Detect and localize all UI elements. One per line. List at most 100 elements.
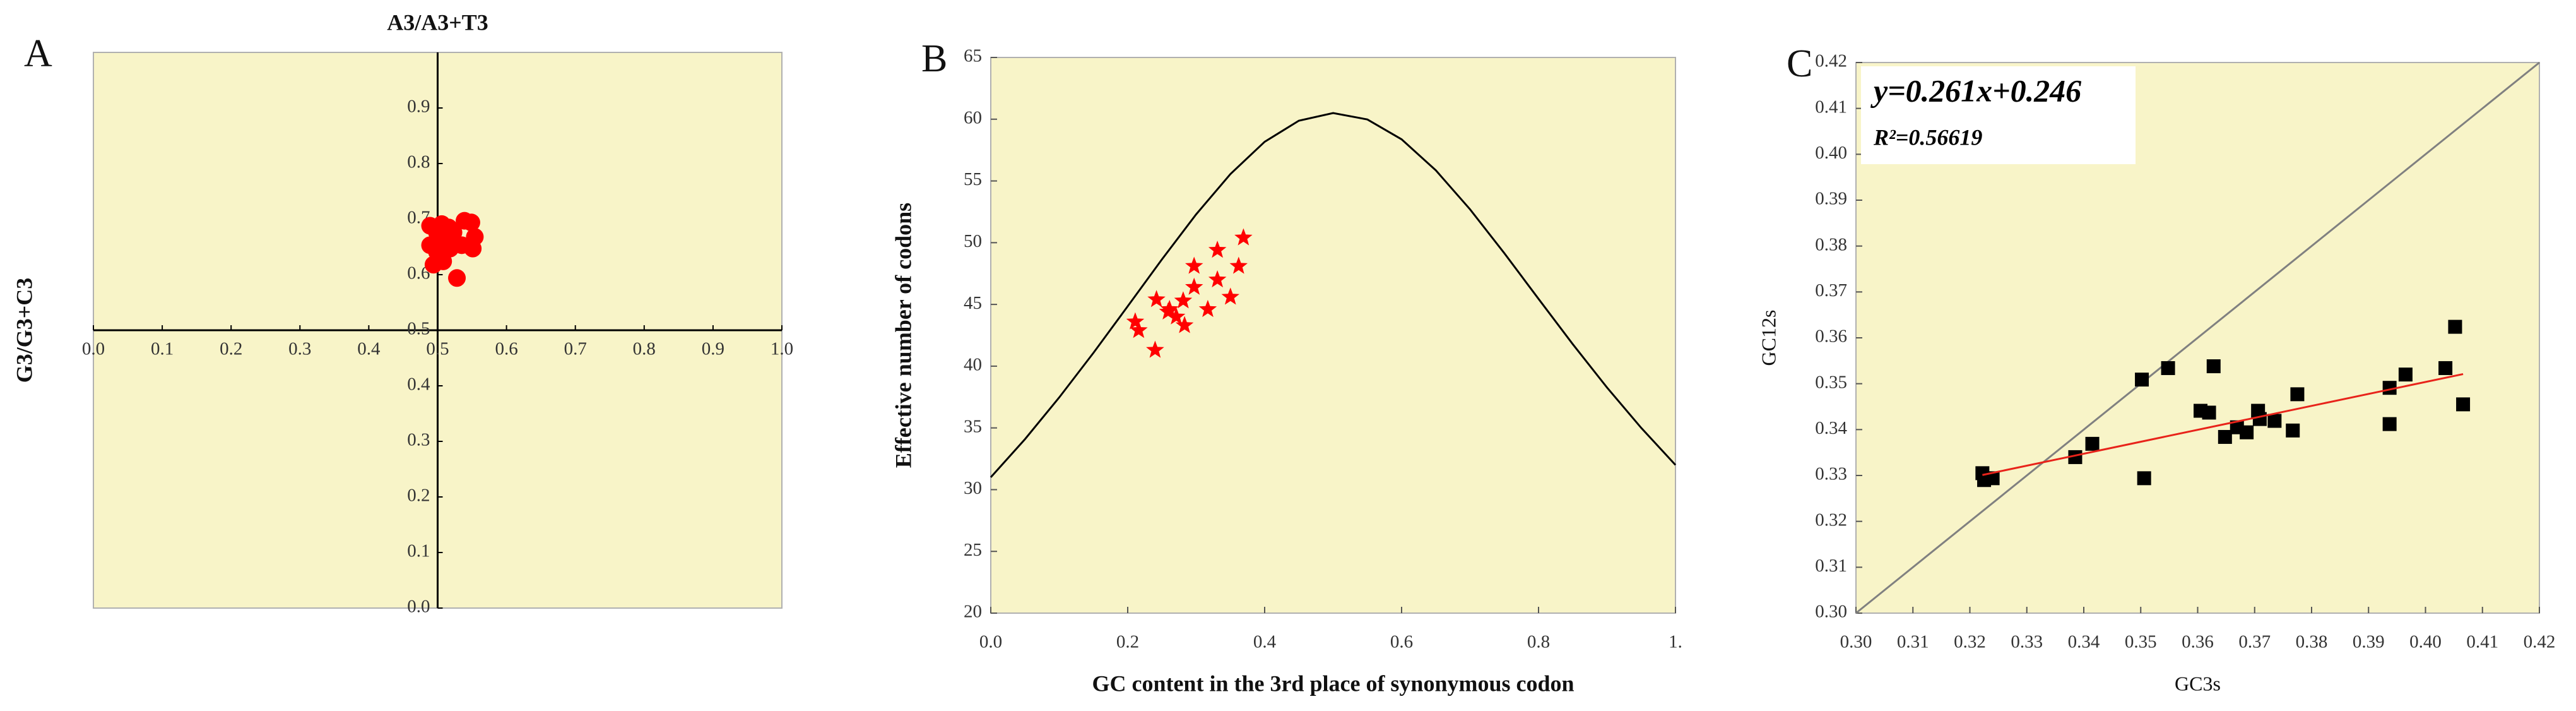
y-tick-label: 0.34	[1815, 418, 1847, 438]
y-tick-label: 0.31	[1815, 556, 1847, 576]
x-axis-title: A3/A3+T3	[387, 9, 488, 35]
y-tick-label: 50	[964, 231, 982, 251]
line	[990, 112, 1677, 478]
point	[1175, 316, 1194, 333]
x-tick-label: 0.39	[2353, 632, 2385, 652]
point	[441, 239, 459, 258]
x-tick-label: 1.	[1669, 632, 1682, 652]
point	[1146, 340, 1164, 358]
x-tick-label: 0.33	[2011, 632, 2043, 652]
panel-label: B	[921, 37, 947, 80]
x-tick-label: 0.34	[2068, 632, 2100, 652]
point	[1126, 312, 1145, 330]
y-tick-label: 30	[964, 478, 982, 498]
point	[2456, 397, 2471, 412]
point	[2438, 361, 2453, 375]
point	[2398, 367, 2413, 382]
x-tick-label: 0.38	[2296, 632, 2328, 652]
point	[2382, 417, 2397, 431]
y-tick-label: 0.41	[1815, 97, 1847, 117]
x-tick-label: 0.41	[2466, 632, 2498, 652]
x-tick-label: 1.0	[771, 339, 793, 359]
point	[1147, 290, 1166, 308]
y-tick-label: 0.0	[407, 597, 430, 617]
y-tick-label: 0.35	[1815, 372, 1847, 392]
x-tick-label: 0.2	[1116, 632, 1139, 652]
point	[1130, 321, 1148, 338]
point	[2085, 436, 2100, 451]
line	[1982, 373, 2464, 476]
x-tick-label: 0.1	[151, 339, 174, 359]
point	[1160, 299, 1179, 318]
y-tick-label: 0.33	[1815, 464, 1847, 484]
x-tick-label: 0.35	[2125, 632, 2157, 652]
point	[2290, 387, 2305, 402]
y-tick-label: 0.5	[407, 319, 430, 339]
panel-label: A	[24, 32, 52, 75]
annotation: R²=0.56619	[1873, 124, 1982, 150]
x-tick-label: 0.5	[426, 339, 449, 359]
point	[1208, 270, 1227, 288]
point	[1185, 256, 1203, 274]
x-tick-label: 0.8	[1527, 632, 1550, 652]
point	[1208, 241, 1227, 258]
y-tick-label: 0.36	[1815, 326, 1847, 347]
x-tick-label: 0.31	[1897, 632, 1929, 652]
point	[1229, 256, 1248, 274]
x-tick-label: 0.9	[702, 339, 724, 359]
y-axis-title: G3/G3+C3	[11, 278, 37, 383]
x-tick-label: 0.6	[1390, 632, 1413, 652]
x-tick-label: 0.0	[82, 339, 105, 359]
x-tick-label: 0.3	[288, 339, 311, 359]
y-axis-title: GC12s	[1757, 310, 1780, 366]
point	[2382, 381, 2397, 395]
y-tick-label: 35	[964, 416, 982, 436]
point	[2161, 361, 2175, 375]
point	[1234, 228, 1253, 246]
y-tick-label: 55	[964, 169, 982, 189]
point	[1185, 277, 1203, 295]
x-tick-label: 0.4	[1253, 632, 1277, 652]
point	[2448, 320, 2462, 334]
y-tick-label: 0.1	[407, 541, 430, 561]
x-tick-label: 0.6	[495, 339, 517, 359]
y-tick-label: 20	[964, 602, 982, 622]
y-tick-label: 0.37	[1815, 280, 1847, 301]
x-tick-label: 0.37	[2238, 632, 2271, 652]
point	[448, 269, 466, 287]
point	[2267, 414, 2282, 428]
y-tick-label: 25	[964, 540, 982, 560]
point	[1221, 287, 1239, 305]
y-tick-label: 0.42	[1815, 51, 1847, 71]
point	[2137, 471, 2151, 486]
x-tick-label: 0.30	[1840, 632, 1872, 652]
y-tick-label: 60	[964, 107, 982, 128]
x-tick-label: 0.32	[1954, 632, 1986, 652]
panel-label: C	[1787, 42, 1812, 85]
plot-area	[990, 57, 1676, 614]
point	[466, 228, 484, 246]
y-tick-label: 0.32	[1815, 510, 1847, 530]
y-tick-label: 45	[964, 293, 982, 313]
y-axis-title: Effective number of codons	[890, 203, 916, 468]
y-tick-label: 0.8	[407, 152, 430, 172]
x-tick-label: 0.8	[633, 339, 656, 359]
y-tick-label: 0.39	[1815, 189, 1847, 209]
y-tick-label: 0.3	[407, 430, 430, 450]
y-tick-label: 0.38	[1815, 234, 1847, 254]
y-tick-label: 0.2	[407, 486, 430, 506]
x-tick-label: 0.36	[2182, 632, 2214, 652]
annotation-box	[1861, 66, 2136, 164]
point	[2135, 373, 2149, 387]
point	[2252, 412, 2267, 426]
x-tick-label: 0.2	[220, 339, 242, 359]
point	[2286, 423, 2300, 438]
point	[2068, 450, 2083, 464]
x-axis-title: GC3s	[2175, 672, 2221, 695]
x-tick-label: 0.4	[357, 339, 381, 359]
point	[462, 213, 480, 232]
point	[2218, 429, 2232, 444]
x-axis-title: GC content in the 3rd place of synonymou…	[1092, 671, 1574, 696]
